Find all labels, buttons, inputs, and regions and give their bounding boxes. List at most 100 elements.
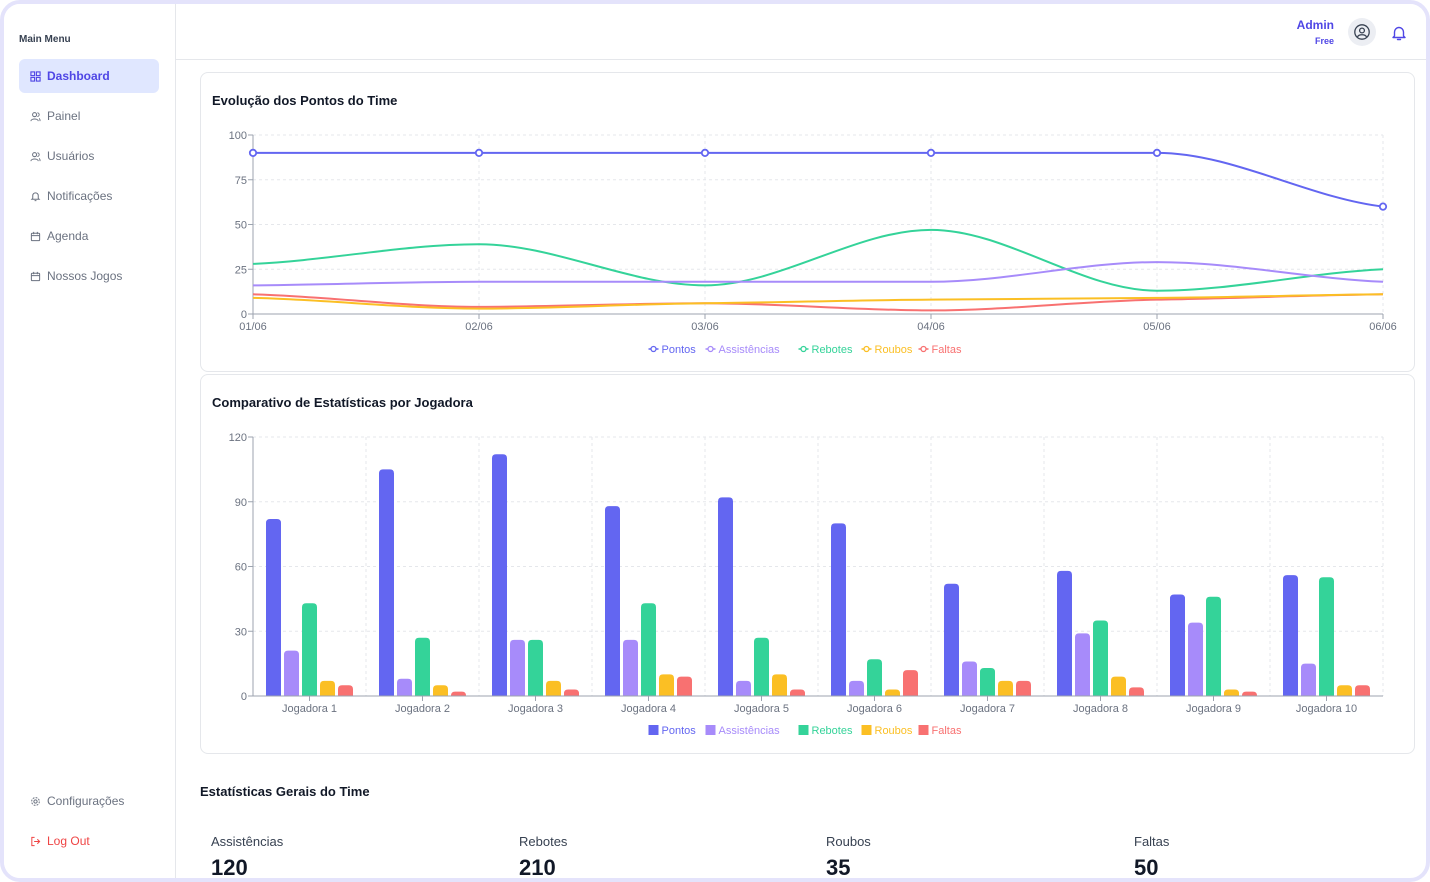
legend-marker-roubos <box>863 345 870 353</box>
bar-faltas <box>564 689 579 696</box>
y-tick-label: 75 <box>235 175 247 187</box>
sidebar-item-configuracoes[interactable]: Configurações <box>19 784 159 818</box>
series-line-faltas <box>252 293 1384 312</box>
bar-rebotes <box>641 603 656 696</box>
sidebar-item-label: Agenda <box>47 229 89 243</box>
bell-icon[interactable] <box>1390 24 1408 42</box>
bar-chart-title: Comparativo de Estatísticas por Jogadora <box>212 395 473 410</box>
y-tick-label: 120 <box>229 432 247 444</box>
legend-item-pontos: Pontos <box>648 344 697 356</box>
bar-faltas <box>790 689 805 696</box>
x-tick-label: Jogadora 9 <box>1186 703 1241 715</box>
x-tick-label: Jogadora 1 <box>282 703 337 715</box>
sidebar-item-nossos-jogos[interactable]: Nossos Jogos <box>19 259 159 293</box>
x-tick-label: 01/06 <box>239 321 267 333</box>
legend-marker-rebotes <box>800 345 807 353</box>
user-info[interactable]: Admin Free <box>1297 18 1334 46</box>
gear-icon <box>27 793 43 809</box>
bar-rebotes <box>980 667 995 696</box>
bar-roubos <box>1224 689 1239 696</box>
legend-marker-pontos <box>650 345 657 353</box>
legend-label-roubos: Roubos <box>875 344 913 356</box>
legend-swatch-faltas <box>918 725 929 735</box>
stat-assistencias: Assistências 120 <box>211 834 283 878</box>
series-line-roubos <box>252 293 1384 310</box>
bar-assistencias <box>1188 622 1203 696</box>
bar-faltas <box>1129 687 1144 696</box>
sidebar-item-label: Nossos Jogos <box>47 269 123 283</box>
stat-label: Faltas <box>1134 834 1170 849</box>
legend-label-assistencias: Assistências <box>719 725 781 737</box>
x-tick-label: Jogadora 6 <box>847 703 902 715</box>
x-tick-label: Jogadora 3 <box>508 703 563 715</box>
x-tick-label: 02/06 <box>465 321 493 333</box>
bar-assistencias <box>736 680 751 696</box>
team-stats-title: Estatísticas Gerais do Time <box>200 784 370 799</box>
bar-faltas <box>1355 685 1370 696</box>
legend-swatch-pontos <box>648 725 659 735</box>
sidebar-item-notificacoes[interactable]: Notificações <box>19 179 159 213</box>
top-bar: Admin Free <box>176 4 1426 60</box>
bar-assistencias <box>397 678 412 696</box>
legend-label-rebotes: Rebotes <box>812 344 853 356</box>
bar-faltas <box>451 691 466 696</box>
line-chart-title: Evolução dos Pontos do Time <box>212 93 398 108</box>
sidebar-item-dashboard[interactable]: Dashboard <box>19 59 159 93</box>
user-circle-icon[interactable] <box>1348 18 1376 46</box>
y-tick-label: 50 <box>235 220 247 232</box>
x-tick-label: Jogadora 7 <box>960 703 1015 715</box>
line-chart: 0 25 50 75 100 01/06 02/06 03/06 04/06 05/06 06/06… <box>229 130 1397 356</box>
legend-item-faltas: Faltas <box>918 725 962 737</box>
legend-item-roubos: Roubos <box>861 725 913 737</box>
bar-roubos <box>546 680 561 696</box>
point-pontos <box>474 148 484 158</box>
x-tick-label: 03/06 <box>691 321 719 333</box>
stat-rebotes: Rebotes 210 <box>519 834 568 880</box>
calendar-icon <box>27 228 43 244</box>
x-tick-label: 04/06 <box>917 321 945 333</box>
stat-value: 210 <box>519 855 556 880</box>
bar-rebotes <box>302 603 317 696</box>
y-tick-label: 30 <box>235 626 247 638</box>
calendar-icon <box>27 268 43 284</box>
user-plan: Free <box>1314 36 1334 46</box>
sidebar-item-usuarios[interactable]: Usuários <box>19 139 159 173</box>
bar-assistencias <box>962 661 977 696</box>
bar-faltas <box>903 670 918 696</box>
legend-label-rebotes: Rebotes <box>812 725 853 737</box>
x-tick-label: Jogadora 8 <box>1073 703 1128 715</box>
bar-roubos <box>320 680 335 696</box>
point-pontos <box>1378 202 1388 211</box>
bar-roubos <box>885 689 900 696</box>
legend-swatch-assistencias <box>705 725 716 735</box>
sidebar-item-label: Painel <box>47 109 81 123</box>
y-tick-label: 25 <box>235 264 247 276</box>
bar-roubos <box>659 674 674 696</box>
point-pontos <box>700 148 710 158</box>
bar-roubos <box>772 674 787 696</box>
sidebar-item-agenda[interactable]: Agenda <box>19 219 159 253</box>
x-tick-label: Jogadora 2 <box>395 703 450 715</box>
main-menu-title: Main Menu <box>19 34 71 45</box>
bar-roubos <box>998 680 1013 696</box>
bar-roubos <box>1337 685 1352 696</box>
logout-button[interactable]: Log Out <box>19 824 159 858</box>
series-line-pontos <box>253 151 1384 208</box>
legend-item-pontos: Pontos <box>648 725 696 737</box>
bar-pontos <box>718 497 733 696</box>
sidebar-item-painel[interactable]: Painel <box>19 99 159 133</box>
stat-label: Rebotes <box>519 834 568 849</box>
bar-assistencias <box>1301 663 1316 696</box>
legend-marker-assistencias <box>707 345 714 353</box>
legend-label-pontos: Pontos <box>662 344 697 356</box>
sidebar-item-label: Dashboard <box>47 69 110 83</box>
bar-chart: 0 30 60 90 120 Jogadora 1 Jogadora 2 Jogadora 3… <box>229 432 1384 737</box>
legend-label-faltas: Faltas <box>932 725 962 737</box>
user-name: Admin <box>1296 18 1334 32</box>
bell-icon <box>27 188 43 204</box>
bar-pontos <box>605 506 620 696</box>
legend-item-faltas: Faltas <box>918 344 962 356</box>
bar-assistencias <box>510 639 525 696</box>
sidebar: Main Menu Dashboard Painel Usuários <box>4 4 176 878</box>
stat-faltas: Faltas 50 <box>1134 834 1170 878</box>
